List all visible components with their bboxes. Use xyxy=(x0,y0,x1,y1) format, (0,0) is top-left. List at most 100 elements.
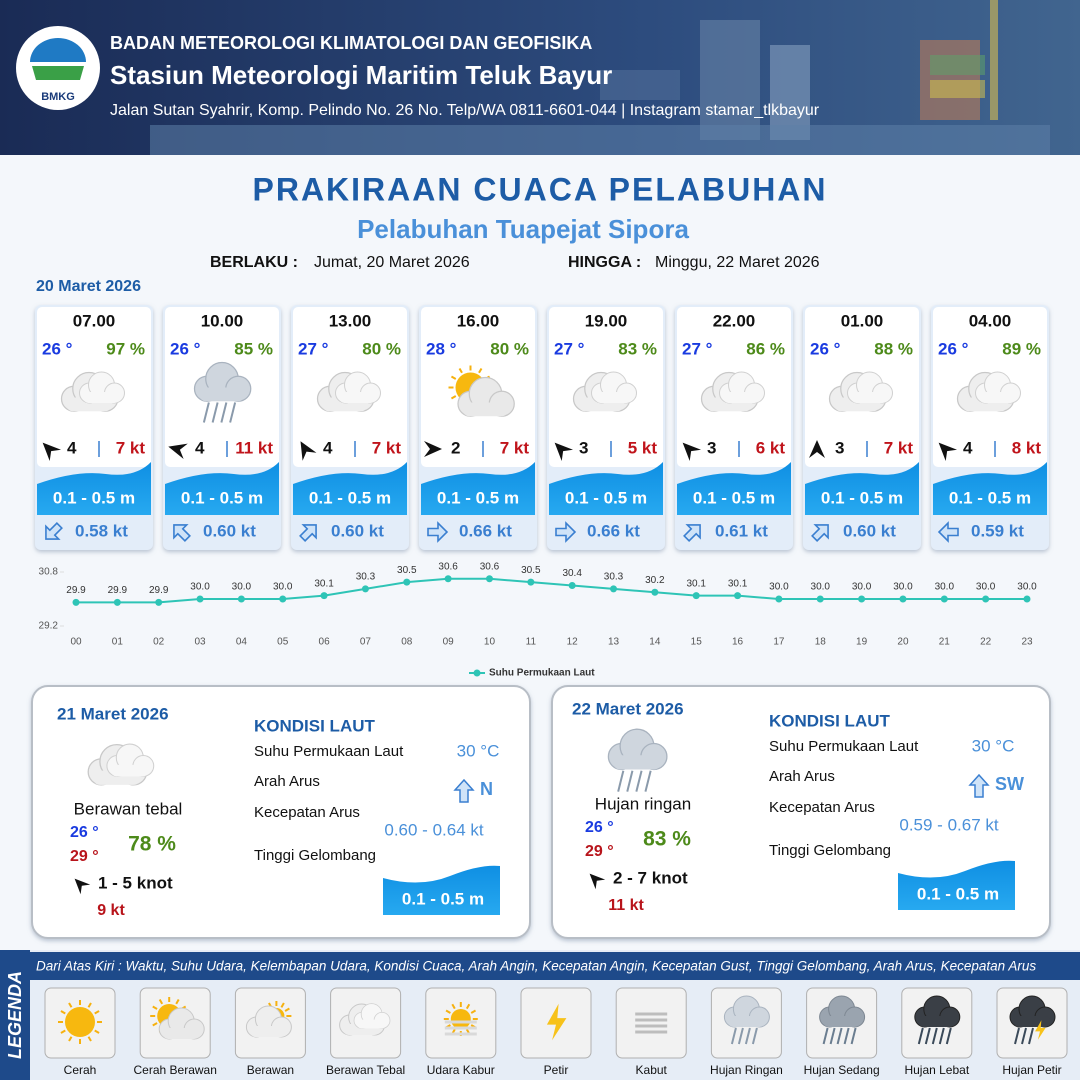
cloud-part xyxy=(823,1016,860,1027)
humidity: 85 % xyxy=(234,339,273,358)
header-decor xyxy=(930,80,985,98)
sun-ray xyxy=(94,1010,100,1015)
rain xyxy=(1014,1027,1020,1045)
header-decor xyxy=(150,125,1050,155)
current-dir: SW xyxy=(995,774,1024,794)
x-tick-label: 04 xyxy=(236,637,248,648)
day-temp-max: 29 ° xyxy=(585,843,614,860)
x-tick-label: 01 xyxy=(112,637,124,648)
air-temp: 26 ° xyxy=(810,339,841,358)
sst-point xyxy=(444,575,452,583)
day-gust: 11 kt xyxy=(608,897,644,914)
wind-arrow xyxy=(300,441,317,461)
cloud xyxy=(1009,995,1056,1028)
current-speed-label: Kecepatan Arus xyxy=(254,804,360,821)
cloud xyxy=(353,1003,391,1029)
sst-point xyxy=(113,598,121,606)
day-wind: 1 - 5 knot xyxy=(98,873,173,892)
sst-point xyxy=(155,598,163,606)
wave-range: 0.1 - 0.5 m xyxy=(402,889,484,908)
gust: 11 kt xyxy=(235,438,273,457)
sun xyxy=(65,1007,95,1037)
current-dir-arrow xyxy=(968,773,990,798)
current-arrow xyxy=(937,521,959,543)
wind-speed: 4 xyxy=(195,438,205,457)
wave-height: 0.1 - 0.5 m xyxy=(53,488,135,507)
value-label: 30.0 xyxy=(232,582,252,593)
day-card xyxy=(551,685,1051,939)
rain xyxy=(229,402,237,423)
sun-ray xyxy=(158,999,164,1005)
rain xyxy=(822,1027,829,1045)
x-tick-label: 16 xyxy=(732,637,744,648)
cloud xyxy=(723,995,770,1028)
wave-label: Tinggi Gelombang xyxy=(769,842,891,859)
air-temp: 26 ° xyxy=(170,339,201,358)
day-gust: 9 kt xyxy=(97,902,125,919)
rain xyxy=(644,770,652,792)
subtitle: Pelabuhan Tuapejat Sipora xyxy=(357,214,689,244)
time: 07.00 xyxy=(73,311,116,330)
wave-shape xyxy=(805,462,919,515)
header-decor xyxy=(930,55,985,75)
legend-item: Cerah xyxy=(64,1063,97,1077)
station: Stasiun Meteorologi Maritim Teluk Bayur xyxy=(110,60,612,90)
sst-label: Suhu Permukaan Laut xyxy=(254,743,404,760)
cloud-part xyxy=(250,1026,287,1037)
humidity: 97 % xyxy=(106,339,145,358)
sun-ray xyxy=(60,1010,66,1015)
cloud xyxy=(79,371,125,404)
gust: 7 kt xyxy=(884,438,914,457)
rain xyxy=(1021,1027,1027,1045)
legend-item: Cerah Berawan xyxy=(134,1063,217,1077)
time: 01.00 xyxy=(841,311,884,330)
sea-title: KONDISI LAUT xyxy=(254,716,376,735)
sst-point xyxy=(196,595,204,603)
cloud-part xyxy=(1014,1016,1050,1027)
x-tick-label: 23 xyxy=(1021,637,1033,648)
humidity: 80 % xyxy=(362,339,401,358)
x-tick-label: 06 xyxy=(319,637,331,648)
rain xyxy=(220,402,228,423)
wave-label: Tinggi Gelombang xyxy=(254,847,376,864)
sst-point xyxy=(485,575,493,583)
value-label: 29.9 xyxy=(108,585,128,596)
x-tick-label: 22 xyxy=(980,637,992,648)
sun-ray xyxy=(68,1036,73,1042)
wave-height: 0.1 - 0.5 m xyxy=(949,488,1031,507)
logo-text: BMKG xyxy=(41,91,75,103)
legend-bar xyxy=(30,952,1080,980)
x-tick-label: 14 xyxy=(649,637,661,648)
rain xyxy=(917,1027,924,1045)
value-label: 30.0 xyxy=(1017,582,1037,593)
current-arrow xyxy=(683,524,701,542)
current-speed-range: 0.59 - 0.67 kt xyxy=(899,815,999,834)
x-tick-label: 03 xyxy=(194,637,206,648)
value-label: 30.0 xyxy=(935,582,955,593)
current-arrow xyxy=(299,524,317,542)
current-arrow xyxy=(45,522,63,540)
value-label: 30.3 xyxy=(604,572,624,583)
wave-height: 0.1 - 0.5 m xyxy=(565,488,647,507)
sst-value: 30 °C xyxy=(972,736,1015,755)
cloud-part xyxy=(83,392,120,403)
sst-point xyxy=(816,595,824,603)
day-temp-min: 26 ° xyxy=(70,824,99,841)
bolt xyxy=(546,1003,567,1041)
wind-arrow xyxy=(424,441,442,457)
sst-point xyxy=(775,595,783,603)
sun-ray xyxy=(68,1002,73,1008)
sst-point xyxy=(1023,595,1031,603)
cloud xyxy=(607,728,668,771)
current-dir-label: Arah Arus xyxy=(254,773,320,790)
wind-arrow xyxy=(938,442,958,462)
value-label: 30.3 xyxy=(356,572,376,583)
value-label: 30.1 xyxy=(314,578,334,589)
x-tick-label: 18 xyxy=(815,637,827,648)
agency: BADAN METEOROLOGI KLIMATOLOGI DAN GEOFIS… xyxy=(110,33,592,53)
wind-arrow xyxy=(74,878,91,895)
sst-label: Suhu Permukaan Laut xyxy=(769,738,919,755)
sun-ray xyxy=(152,1022,158,1027)
today-date: 20 Maret 2026 xyxy=(36,278,141,295)
